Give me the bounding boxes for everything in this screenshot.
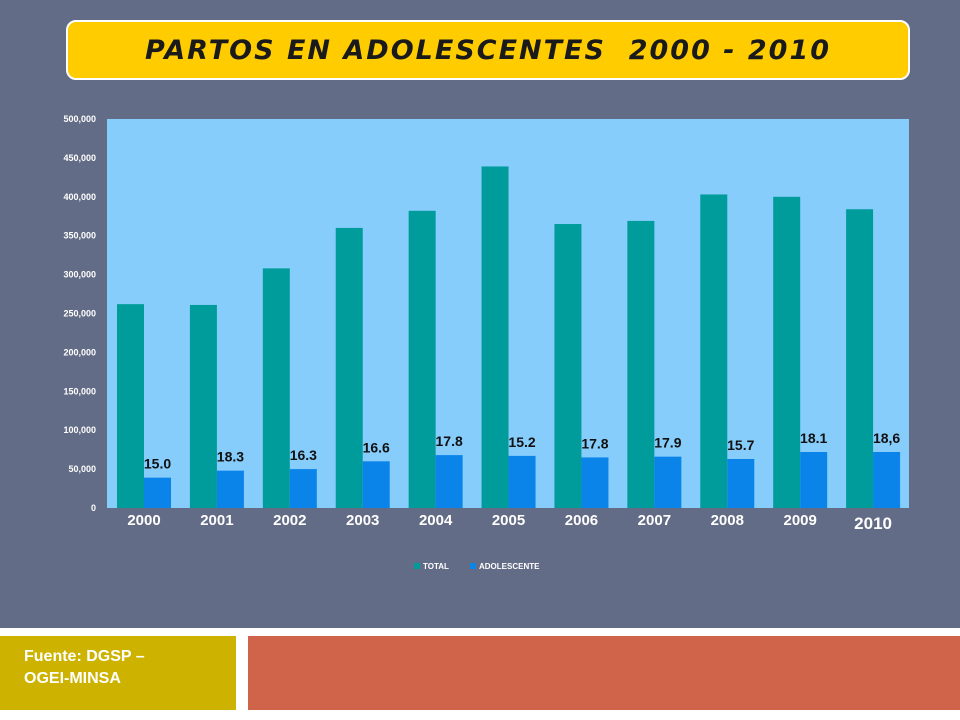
bar-total [700,194,728,508]
bar-adolescente [873,451,901,508]
data-label: 16.3 [290,447,317,463]
x-tick-label: 2003 [346,512,379,529]
data-label: 18.3 [217,449,244,465]
bar-adolescente [727,458,755,508]
bar-adolescente [289,469,317,508]
bar-total [627,220,655,508]
x-tick-label: 2006 [565,512,598,529]
bar-adolescente [800,451,828,508]
y-tick-label: 100,000 [63,425,96,435]
legend-swatch-total [414,563,420,569]
legend-label-total: TOTAL [423,562,449,571]
data-label: 15.0 [144,456,171,472]
y-tick-label: 300,000 [63,270,96,280]
chart-title: PARTOS EN ADOLESCENTES 2000 - 2010 [144,34,832,66]
data-label: 18.1 [800,430,827,446]
legend-label-adolescente: ADOLESCENTE [479,562,540,571]
bar-adolescente [508,455,536,508]
x-tick-label: 2008 [711,512,744,529]
source-note: Fuente: DGSP – OGEI-MINSA [24,648,145,687]
data-label: 15.2 [508,434,535,450]
y-tick-label: 50,000 [68,464,96,474]
source-box: Fuente: DGSP – OGEI-MINSA [0,636,236,710]
bar-chart: 0 50,000 100,000 150,000 200,000 250,000 300,0… [63,114,909,571]
x-tick-label: 2007 [638,512,671,529]
y-tick-label: 450,000 [63,153,96,163]
bar-adolescente [435,455,463,508]
slide-background: PARTOS EN ADOLESCENTES 2000 - 2010 0 50,0… [0,0,960,628]
y-tick-label: 350,000 [63,231,96,241]
bar-total [335,227,363,509]
bar-total [481,166,509,508]
bar-adolescente [144,477,171,508]
bar-total [408,210,436,508]
data-label: 17.9 [654,435,681,451]
data-label: 17.8 [581,435,608,451]
data-label: 15.7 [727,437,754,453]
x-tick-label: 2001 [200,512,233,529]
bar-adolescente [216,470,244,508]
bar-total [117,304,144,508]
bar-total [189,304,217,508]
bar-adolescente [581,457,609,508]
x-tick-label: 2010 [854,514,892,533]
y-tick-label: 500,000 [63,114,96,124]
y-tick-label: 150,000 [63,386,96,396]
accent-box [248,636,960,710]
y-tick-label: 0 [91,503,96,513]
y-tick-label: 400,000 [63,192,96,202]
y-tick-label: 250,000 [63,309,96,319]
bar-total [846,209,874,509]
x-tick-label: 2000 [127,512,160,529]
bar-total [554,224,582,508]
x-tick-label: 2004 [419,512,453,529]
legend-swatch-adolescente [470,563,476,569]
bar-total [773,196,801,509]
data-label: 18,6 [873,430,900,446]
data-label: 17.8 [436,433,463,449]
bar-total [262,268,290,508]
data-label: 16.6 [363,439,390,455]
bar-adolescente [362,461,390,508]
x-tick-label: 2005 [492,512,525,529]
bar-adolescente [654,456,682,508]
y-tick-label: 200,000 [63,347,96,357]
x-tick-label: 2002 [273,512,306,529]
title-box: PARTOS EN ADOLESCENTES 2000 - 2010 [66,20,910,80]
x-tick-label: 2009 [783,512,816,529]
